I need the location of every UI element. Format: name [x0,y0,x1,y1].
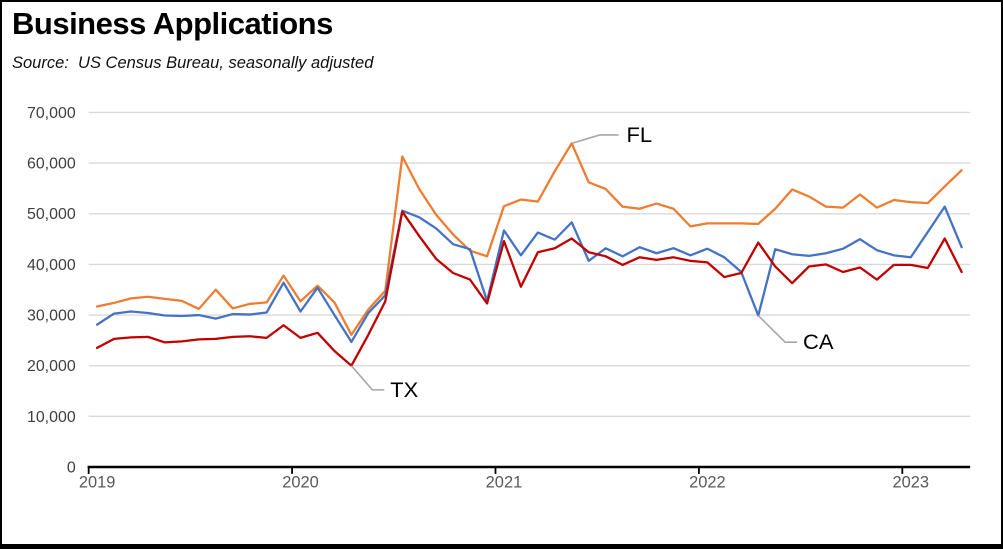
y-tick-label: 10,000 [27,409,76,426]
annotations-group: FL CA TX [350,122,834,402]
x-tick-label: 2021 [486,474,523,492]
gridlines-group [88,111,971,418]
series-lines-group [95,142,963,367]
axis-labels-group: 2019 2020 2021 2022 2023 0 10,000 20,000 30,000 4… [27,105,929,492]
series-line-fl [95,142,963,336]
annotation-leader-tx [350,365,385,391]
series-line-tx [95,210,963,367]
annotation-leader-fl [571,134,619,145]
y-tick-label: 40,000 [27,257,76,274]
x-tick-label: 2019 [79,474,116,492]
annotation-label-ca: CA [803,329,834,354]
x-axis-group [87,465,971,474]
annotation-label-tx: TX [390,377,418,402]
annotation-label-fl: FL [627,122,653,147]
x-tick-label: 2022 [689,474,726,492]
annotation-leader-ca [757,315,798,344]
y-tick-label: 20,000 [27,358,76,375]
y-tick-label: 60,000 [27,156,76,173]
x-tick-label: 2023 [893,474,930,492]
series-line-ca [95,205,963,344]
y-tick-label: 50,000 [27,206,76,223]
y-tick-label: 0 [67,459,76,476]
x-tick-label: 2020 [282,474,319,492]
y-tick-label: 70,000 [27,105,76,122]
chart-title: Business Applications [12,6,333,41]
y-tick-label: 30,000 [27,308,76,325]
chart-source-note: Source: US Census Bureau, seasonally adj… [12,54,374,72]
